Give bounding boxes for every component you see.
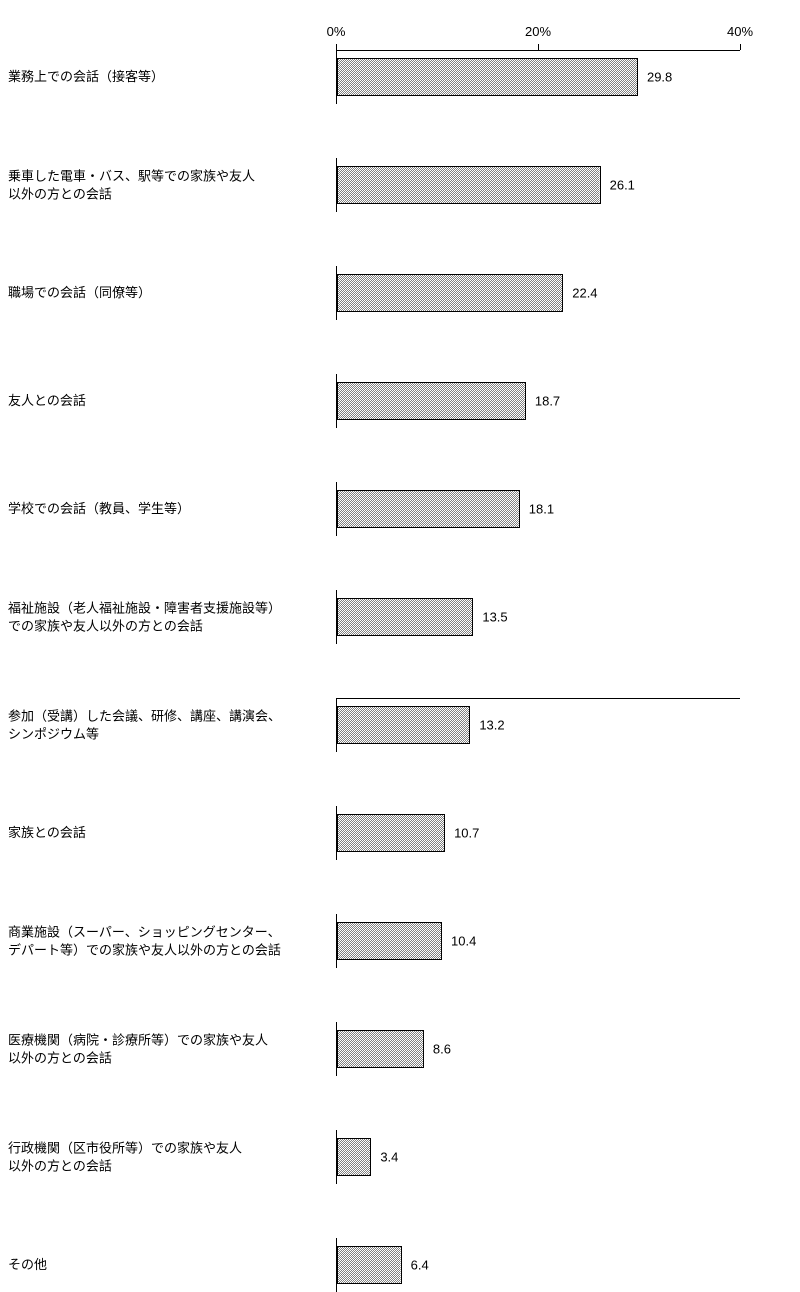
bar	[337, 922, 442, 960]
bar-row: 家族との会話 10.7	[0, 806, 800, 860]
category-label: 業務上での会話（接客等）	[8, 68, 326, 86]
bar	[337, 382, 526, 420]
value-label: 18.1	[529, 502, 554, 517]
bar-row: 行政機関（区市役所等）での家族や友人 以外の方との会話 3.4	[0, 1130, 800, 1184]
bar	[337, 1030, 424, 1068]
bar-track: 10.4	[336, 914, 740, 968]
bar	[337, 1246, 402, 1284]
bar-row: 商業施設（スーパー、ショッピングセンター、 デパート等）での家族や友人以外の方と…	[0, 914, 800, 968]
value-label: 6.4	[411, 1258, 429, 1273]
bar	[337, 490, 520, 528]
bar-track: 13.5	[336, 590, 740, 644]
value-label: 13.5	[482, 610, 507, 625]
bar	[337, 1138, 371, 1176]
bar-row: 職場での会話（同僚等） 22.4	[0, 266, 800, 320]
bar-row: 学校での会話（教員、学生等） 18.1	[0, 482, 800, 536]
category-label: 参加（受講）した会議、研修、講座、講演会、 シンポジウム等	[8, 707, 326, 742]
x-axis: 0%20%40%	[336, 20, 740, 50]
bar	[337, 706, 470, 744]
value-label: 26.1	[610, 178, 635, 193]
value-label: 18.7	[535, 394, 560, 409]
bar-track: 26.1	[336, 158, 740, 212]
bar-track: 18.7	[336, 374, 740, 428]
x-axis-tick-label: 20%	[525, 24, 551, 39]
bar	[337, 166, 601, 204]
bar-track: 13.2	[336, 698, 740, 752]
bar-row: 参加（受講）した会議、研修、講座、講演会、 シンポジウム等 13.2	[0, 698, 800, 752]
value-label: 10.7	[454, 826, 479, 841]
bar	[337, 274, 563, 312]
category-label: 友人との会話	[8, 392, 326, 410]
bar-track: 8.6	[336, 1022, 740, 1076]
value-label: 10.4	[451, 934, 476, 949]
bar-row: その他 6.4	[0, 1238, 800, 1292]
bar-track: 10.7	[336, 806, 740, 860]
plot-area: 業務上での会話（接客等） 29.8 乗車した電車・バス、駅等での家族や友人 以外の方…	[0, 50, 800, 698]
category-label: 行政機関（区市役所等）での家族や友人 以外の方との会話	[8, 1139, 326, 1174]
value-label: 13.2	[479, 718, 504, 733]
category-label: 医療機関（病院・診療所等）での家族や友人 以外の方との会話	[8, 1031, 326, 1066]
category-label: 商業施設（スーパー、ショッピングセンター、 デパート等）での家族や友人以外の方と…	[8, 923, 326, 958]
bar	[337, 598, 473, 636]
bar-track: 6.4	[336, 1238, 740, 1292]
value-label: 22.4	[572, 286, 597, 301]
category-label: 職場での会話（同僚等）	[8, 284, 326, 302]
chart-container: 0%20%40% 業務上での会話（接客等）29.8乗車した電車・バス、駅等での家…	[0, 0, 800, 708]
bar	[337, 58, 638, 96]
bar-track: 3.4	[336, 1130, 740, 1184]
value-label: 3.4	[380, 1150, 398, 1165]
category-label: その他	[8, 1256, 326, 1274]
category-label: 学校での会話（教員、学生等）	[8, 500, 326, 518]
bar-row: 医療機関（病院・診療所等）での家族や友人 以外の方との会話 8.6	[0, 1022, 800, 1076]
category-label: 家族との会話	[8, 824, 326, 842]
value-label: 29.8	[647, 70, 672, 85]
bar-row: 友人との会話 18.7	[0, 374, 800, 428]
x-axis-bottom-line	[336, 698, 740, 699]
category-label: 乗車した電車・バス、駅等での家族や友人 以外の方との会話	[8, 167, 326, 202]
value-label: 8.6	[433, 1042, 451, 1057]
bar-row: 乗車した電車・バス、駅等での家族や友人 以外の方との会話 26.1	[0, 158, 800, 212]
bar-track: 29.8	[336, 50, 740, 104]
bar-row: 福祉施設（老人福祉施設・障害者支援施設等） での家族や友人以外の方との会話 13.…	[0, 590, 800, 644]
category-label: 福祉施設（老人福祉施設・障害者支援施設等） での家族や友人以外の方との会話	[8, 599, 326, 634]
bar-track: 18.1	[336, 482, 740, 536]
bar	[337, 814, 445, 852]
x-axis-tick-label: 40%	[727, 24, 753, 39]
x-axis-tick-label: 0%	[327, 24, 346, 39]
bar-row: 業務上での会話（接客等） 29.8	[0, 50, 800, 104]
bar-track: 22.4	[336, 266, 740, 320]
